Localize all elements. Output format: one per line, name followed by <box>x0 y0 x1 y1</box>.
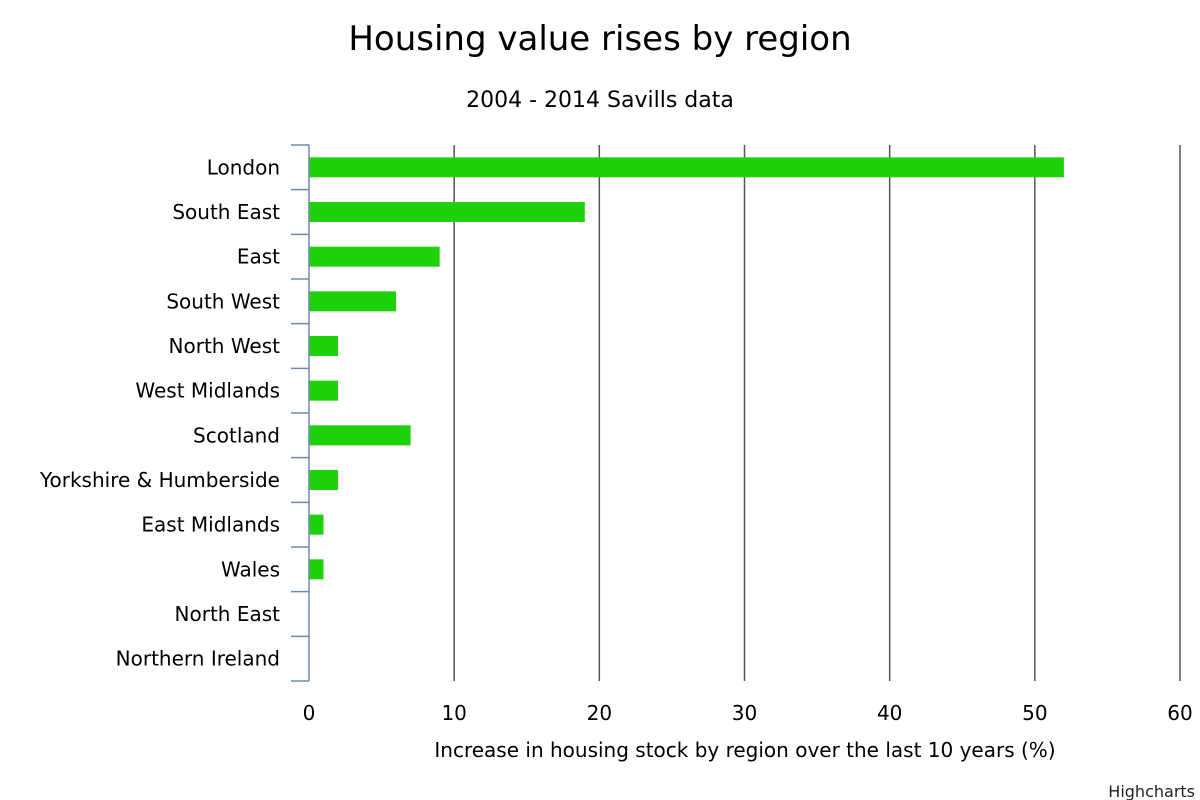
value-axis-title: Increase in housing stock by region over… <box>434 738 1055 762</box>
category-label: Wales <box>221 557 280 581</box>
bar[interactable] <box>309 380 339 401</box>
value-tick-label: 20 <box>587 701 612 725</box>
category-label: West Midlands <box>135 379 280 403</box>
chart-subtitle: 2004 - 2014 Savills data <box>466 88 734 113</box>
category-label: London <box>207 155 280 179</box>
bar[interactable] <box>309 336 339 356</box>
value-axis: 0 10 20 30 40 50 60 <box>303 701 1193 725</box>
bars <box>309 157 1064 580</box>
gridlines <box>453 145 1181 681</box>
category-axis: London South East East South West North West… <box>39 144 310 682</box>
category-label: East <box>237 245 280 269</box>
category-label: South East <box>172 200 280 224</box>
bar[interactable] <box>309 425 411 446</box>
bar[interactable] <box>309 202 585 222</box>
category-label: East Midlands <box>141 513 280 537</box>
category-label: North East <box>175 602 281 626</box>
credits[interactable]: Highcharts <box>1108 782 1195 800</box>
value-tick-label: 60 <box>1167 701 1192 725</box>
category-label: Northern Ireland <box>116 647 280 671</box>
bar[interactable] <box>309 157 1064 178</box>
chart-title: Housing value rises by region <box>348 19 851 59</box>
bar[interactable] <box>309 514 324 535</box>
value-tick-label: 0 <box>303 701 316 725</box>
value-tick-label: 10 <box>441 701 466 725</box>
category-label: Yorkshire & Humberside <box>39 468 280 492</box>
bar[interactable] <box>309 470 339 490</box>
category-label: South West <box>166 289 280 313</box>
value-tick-label: 30 <box>732 701 757 725</box>
bar[interactable] <box>309 559 324 580</box>
bar[interactable] <box>309 291 397 312</box>
value-tick-label: 40 <box>877 701 902 725</box>
bar[interactable] <box>309 246 440 267</box>
value-tick-label: 50 <box>1022 701 1047 725</box>
category-label: North West <box>169 334 281 358</box>
category-label: Scotland <box>193 423 280 447</box>
